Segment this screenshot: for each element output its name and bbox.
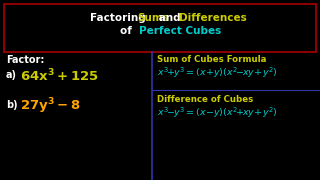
Text: of: of — [120, 26, 140, 36]
Text: Factoring: Factoring — [90, 13, 150, 23]
Text: $\mathbf{64x^3+125}$: $\mathbf{64x^3+125}$ — [20, 68, 99, 84]
Bar — [4, 4, 316, 52]
Text: Factor:: Factor: — [6, 55, 44, 65]
Text: Difference of Cubes: Difference of Cubes — [157, 96, 253, 105]
Text: a): a) — [6, 70, 17, 80]
Text: Differences: Differences — [179, 13, 246, 23]
Text: Sum of Cubes Formula: Sum of Cubes Formula — [157, 55, 266, 64]
Text: and: and — [155, 13, 185, 23]
Text: $x^3\!\!+\!\!y^3=(x\!+\!y)(x^2\!\!-\!\!xy\!+\!y^2)$: $x^3\!\!+\!\!y^3=(x\!+\!y)(x^2\!\!-\!\!x… — [157, 66, 278, 80]
Text: $x^3\!\!-\!\!y^3=(x\!-\!y)(x^2\!\!+\!\!xy\!+\!y^2)$: $x^3\!\!-\!\!y^3=(x\!-\!y)(x^2\!\!+\!\!x… — [157, 106, 278, 120]
Text: $\mathbf{27y^3-8}$: $\mathbf{27y^3-8}$ — [20, 96, 81, 116]
Text: b): b) — [6, 100, 18, 110]
Text: Perfect Cubes: Perfect Cubes — [139, 26, 221, 36]
Text: Sums: Sums — [137, 13, 169, 23]
